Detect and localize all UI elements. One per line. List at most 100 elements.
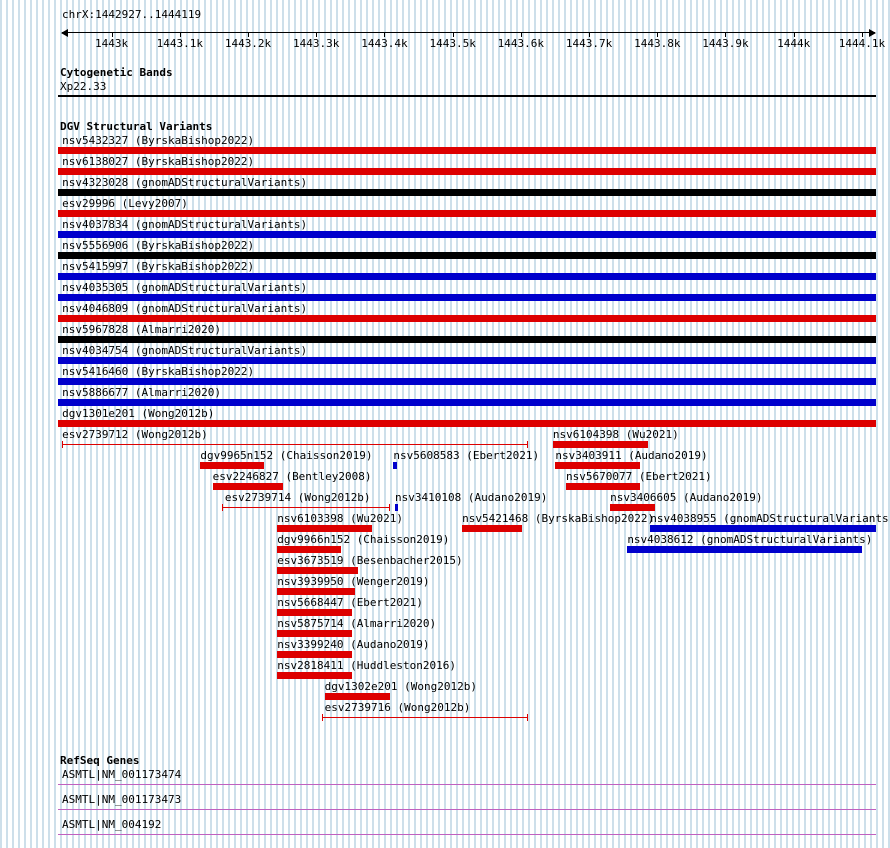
- variant-label[interactable]: esv3673519 (Besenbacher2015): [277, 554, 463, 567]
- variant-label[interactable]: nsv4034754 (gnomADStructuralVariants): [62, 344, 308, 357]
- variant-label[interactable]: nsv3403911 (Audano2019): [555, 449, 708, 462]
- variant-label[interactable]: esv2246827 (Bentley2008): [212, 470, 372, 483]
- variant-glyph-bar[interactable]: [462, 525, 522, 532]
- gene-row: ASMTL|NM_004192: [58, 818, 876, 843]
- variant-glyph-bar[interactable]: [58, 336, 876, 343]
- variant-glyph-bar[interactable]: [277, 651, 353, 658]
- variant-glyph-bar[interactable]: [277, 567, 359, 574]
- ruler-tick-label: 1443.4k: [361, 37, 408, 50]
- gene-model-line[interactable]: [58, 809, 876, 810]
- variant-label[interactable]: nsv4046809 (gnomADStructuralVariants): [62, 302, 308, 315]
- variant-glyph-line[interactable]: [62, 441, 529, 448]
- variant-glyph-bar[interactable]: [552, 441, 648, 448]
- variant-label[interactable]: nsv5670077 (Ebert2021): [565, 470, 712, 483]
- variant-label[interactable]: nsv3406605 (Audano2019): [610, 491, 763, 504]
- variant-row: esv2739714 (Wong2012b) nsv3410108 (Audano…: [58, 491, 876, 512]
- variant-label[interactable]: nsv5415997 (ByrskaBishop2022): [62, 260, 255, 273]
- variant-glyph-tick[interactable]: [395, 504, 399, 511]
- variant-label[interactable]: dgv9965n152 (Chaisson2019): [200, 449, 373, 462]
- variant-glyph-bar[interactable]: [58, 420, 876, 427]
- variant-glyph-bar[interactable]: [277, 588, 355, 595]
- variant-row: nsv5415997 (ByrskaBishop2022): [58, 260, 876, 281]
- region-coordinates: chrX:1442927..1444119: [62, 8, 202, 21]
- variant-label[interactable]: nsv4323028 (gnomADStructuralVariants): [62, 176, 308, 189]
- variant-glyph-line[interactable]: [322, 714, 529, 721]
- variant-glyph-bar[interactable]: [58, 273, 876, 280]
- variant-glyph-bar[interactable]: [58, 147, 876, 154]
- variant-label[interactable]: nsv3939950 (Wenger2019): [277, 575, 430, 588]
- variant-label[interactable]: nsv5886677 (Almarri2020): [62, 386, 222, 399]
- variant-glyph-bar[interactable]: [555, 462, 641, 469]
- variant-glyph-bar[interactable]: [277, 525, 373, 532]
- variant-glyph-bar[interactable]: [58, 252, 876, 259]
- variant-glyph-bar[interactable]: [58, 168, 876, 175]
- variant-glyph-line[interactable]: [221, 504, 391, 511]
- variant-label[interactable]: nsv6138027 (ByrskaBishop2022): [62, 155, 255, 168]
- variant-glyph-bar[interactable]: [565, 483, 641, 490]
- cytoband-label[interactable]: Xp22.33: [60, 80, 107, 93]
- gene-label[interactable]: ASMTL|NM_001173474: [62, 768, 182, 781]
- variant-label[interactable]: nsv4038612 (gnomADStructuralVariants): [627, 533, 873, 546]
- variant-glyph-bar[interactable]: [627, 546, 863, 553]
- ruler-tick: [861, 33, 863, 37]
- variant-label[interactable]: nsv4035305 (gnomADStructuralVariants): [62, 281, 308, 294]
- variant-label[interactable]: esv2739712 (Wong2012b): [62, 428, 208, 441]
- variant-label[interactable]: nsv3399240 (Audano2019): [277, 638, 430, 651]
- ruler-tick-label: 1443.1k: [156, 37, 203, 50]
- ruler-left-arrow-icon: [61, 29, 68, 37]
- variant-label[interactable]: esv2739716 (Wong2012b): [324, 701, 471, 714]
- variant-label[interactable]: nsv5421468 (ByrskaBishop2022): [462, 512, 655, 525]
- gene-model-line[interactable]: [58, 834, 876, 835]
- variant-row: esv2739712 (Wong2012b) nsv6104398 (Wu2021…: [58, 428, 876, 449]
- variant-row: nsv5432327 (ByrskaBishop2022): [58, 134, 876, 155]
- variant-glyph-bar[interactable]: [58, 399, 876, 406]
- variant-glyph-bar[interactable]: [200, 462, 265, 469]
- gene-label[interactable]: ASMTL|NM_004192: [62, 818, 162, 831]
- variant-label[interactable]: nsv6103398 (Wu2021): [277, 512, 404, 525]
- variant-glyph-bar[interactable]: [277, 609, 353, 616]
- variant-glyph-bar[interactable]: [277, 546, 342, 553]
- variant-glyph-bar[interactable]: [58, 357, 876, 364]
- variant-label[interactable]: nsv3410108 (Audano2019): [395, 491, 548, 504]
- variant-glyph-bar[interactable]: [58, 231, 876, 238]
- variant-glyph-tick[interactable]: [393, 462, 397, 469]
- variant-label[interactable]: esv29996 (Levy2007): [62, 197, 188, 210]
- variant-label[interactable]: nsv5432327 (ByrskaBishop2022): [62, 134, 255, 147]
- variant-label[interactable]: nsv4037834 (gnomADStructuralVariants): [62, 218, 308, 231]
- variant-glyph-bar[interactable]: [650, 525, 876, 532]
- variant-glyph-bar[interactable]: [58, 315, 876, 322]
- variant-label[interactable]: nsv5967828 (Almarri2020): [62, 323, 222, 336]
- variant-label[interactable]: nsv5608583 (Ebert2021): [393, 449, 540, 462]
- variant-glyph-bar[interactable]: [58, 210, 876, 217]
- variant-label[interactable]: dgv1302e201 (Wong2012b): [324, 680, 477, 693]
- variant-label[interactable]: nsv4038955 (gnomADStructuralVariants): [650, 512, 890, 525]
- variant-glyph-bar[interactable]: [58, 378, 876, 385]
- variant-label[interactable]: nsv5416460 (ByrskaBishop2022): [62, 365, 255, 378]
- variant-row: nsv4323028 (gnomADStructuralVariants): [58, 176, 876, 197]
- variant-glyph-bar[interactable]: [324, 693, 391, 700]
- ruler-tick-label: 1443.2k: [224, 37, 272, 50]
- coordinate-ruler[interactable]: 1443k 1443.1k 1443.2k 1443.3k 1443.4k 1443.5k…: [61, 24, 885, 52]
- variant-label[interactable]: dgv9966n152 (Chaisson2019): [277, 533, 450, 546]
- variant-label[interactable]: nsv2818411 (Huddleston2016): [277, 659, 457, 672]
- variant-glyph-bar[interactable]: [58, 189, 876, 196]
- variant-label[interactable]: nsv6104398 (Wu2021): [552, 428, 679, 441]
- variant-label[interactable]: esv2739714 (Wong2012b): [224, 491, 371, 504]
- variant-glyph-bar[interactable]: [610, 504, 656, 511]
- variant-label[interactable]: nsv5875714 (Almarri2020): [277, 617, 437, 630]
- variant-glyph-bar[interactable]: [277, 672, 353, 679]
- variant-label[interactable]: nsv5556906 (ByrskaBishop2022): [62, 239, 255, 252]
- variant-glyph-bar[interactable]: [212, 483, 283, 490]
- variant-row: nsv2818411 (Huddleston2016): [58, 659, 876, 680]
- gene-label[interactable]: ASMTL|NM_001173473: [62, 793, 182, 806]
- ruler-tick-label: 1444k: [777, 37, 811, 50]
- gene-model-line[interactable]: [58, 784, 876, 785]
- variant-glyph-bar[interactable]: [277, 630, 353, 637]
- variant-row: nsv5556906 (ByrskaBishop2022): [58, 239, 876, 260]
- cytoband-glyph[interactable]: [58, 95, 876, 97]
- variant-label[interactable]: dgv1301e201 (Wong2012b): [62, 407, 215, 420]
- variant-glyph-bar[interactable]: [58, 294, 876, 301]
- variant-label[interactable]: nsv5668447 (Ebert2021): [277, 596, 423, 609]
- ruler-line: [62, 32, 875, 33]
- section-title-refseq-genes: RefSeq Genes: [60, 754, 140, 767]
